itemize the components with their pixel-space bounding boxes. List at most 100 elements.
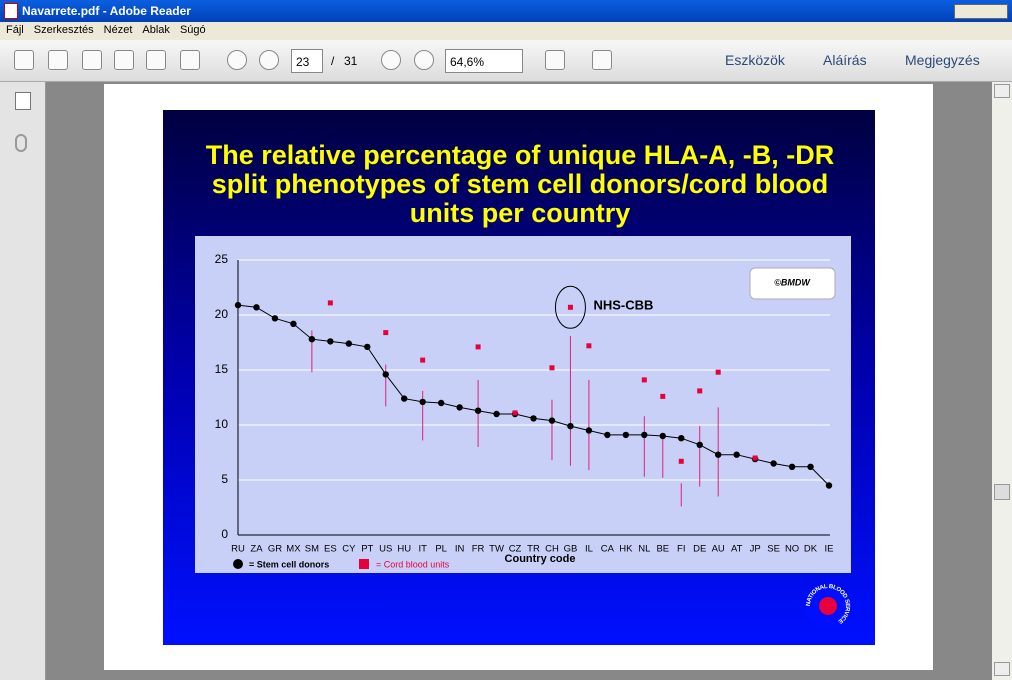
icon[interactable] — [14, 50, 34, 70]
legend-marker — [359, 559, 369, 569]
zoom-in[interactable] — [414, 50, 434, 70]
menu-item[interactable]: Fájl — [6, 24, 24, 36]
chart-area — [195, 236, 851, 573]
donor-point — [825, 482, 833, 489]
icon[interactable] — [592, 50, 612, 70]
donor-point — [456, 404, 463, 411]
cord-point — [752, 455, 758, 461]
scroll-down[interactable] — [994, 662, 1010, 676]
next-page[interactable] — [259, 50, 279, 70]
cord-point — [660, 393, 666, 399]
cord-point — [567, 304, 573, 310]
scroll-thumb[interactable] — [994, 484, 1010, 500]
zoom-input[interactable]: 64,6% — [445, 49, 523, 73]
donor-point — [345, 340, 353, 347]
x-tick-label: ES — [324, 544, 337, 555]
donor-point — [234, 301, 242, 309]
x-tick-label: DK — [804, 544, 818, 555]
icon[interactable] — [545, 50, 565, 70]
watermark: ©BMDW — [774, 277, 811, 287]
tool-button[interactable]: Eszközök — [725, 52, 785, 68]
cord-point — [586, 343, 592, 349]
donor-point — [308, 336, 316, 343]
icon[interactable] — [114, 50, 134, 70]
icon[interactable] — [48, 50, 68, 70]
x-tick-label: CY — [342, 544, 356, 555]
tool-button[interactable]: Aláírás — [823, 52, 867, 68]
x-tick-label: GB — [564, 544, 578, 555]
x-tick-label: IL — [585, 544, 593, 555]
tool-button[interactable]: Megjegyzés — [905, 52, 980, 68]
legend-label: = Cord blood units — [376, 559, 450, 569]
x-tick-label: CH — [545, 544, 559, 555]
page-input[interactable]: 23 — [291, 49, 323, 73]
donor-point — [419, 398, 426, 406]
attach-icon[interactable] — [15, 134, 27, 152]
donor-point — [641, 431, 648, 439]
y-tick-label: 25 — [215, 252, 229, 266]
menu-item[interactable]: Szerkesztés — [33, 24, 94, 36]
donor-point — [548, 417, 556, 424]
x-tick-label: CA — [601, 544, 615, 555]
highlight-circle — [554, 285, 586, 329]
menu-item[interactable]: Nézet — [103, 24, 133, 36]
window-controls[interactable] — [954, 4, 1008, 19]
donor-point — [253, 304, 260, 311]
x-tick-label: BE — [656, 544, 669, 555]
x-tick-label: PT — [361, 544, 373, 555]
x-tick-label: IT — [418, 544, 427, 555]
chart-title: The relative percentage of unique HLA-A,… — [205, 140, 835, 228]
menu-bar: Fájl Szerkesztés Nézet Ablak Súgó — [0, 22, 1012, 40]
donor-point — [401, 395, 408, 402]
prev-page[interactable] — [227, 50, 247, 70]
x-tick-label: PL — [435, 544, 447, 555]
scrollbar[interactable] — [992, 82, 1012, 680]
menu-item[interactable]: Súgó — [179, 24, 206, 36]
donor-point — [474, 407, 482, 414]
zoom-out[interactable] — [381, 50, 401, 70]
x-tick-label: FI — [677, 544, 685, 555]
window-title: Navarrete.pdf - Adobe Reader — [0, 0, 1012, 22]
x-tick-label: FR — [472, 544, 485, 555]
donor-point — [807, 463, 814, 470]
x-tick-label: NL — [638, 544, 650, 555]
x-tick-label: SE — [767, 544, 780, 555]
menu-item[interactable]: Ablak — [142, 24, 170, 36]
icon[interactable] — [82, 50, 102, 70]
y-tick-label: 10 — [215, 417, 229, 431]
scroll-up[interactable] — [994, 84, 1010, 98]
x-tick-label: AT — [731, 544, 743, 555]
donor-point — [585, 427, 593, 434]
page-separator: / — [331, 54, 335, 68]
donor-point — [530, 415, 537, 422]
donor-point — [604, 431, 611, 439]
x-tick-label: MX — [286, 544, 301, 555]
x-tick-label: US — [379, 544, 392, 555]
watermark-box — [749, 267, 836, 300]
donor-point — [567, 422, 574, 430]
page-count: 31 — [344, 54, 358, 68]
donor-point — [364, 343, 371, 351]
x-tick-label: IE — [825, 544, 834, 555]
app-icon — [4, 3, 18, 19]
cord-point — [641, 377, 647, 383]
icon[interactable] — [146, 50, 166, 70]
y-tick-label: 0 — [221, 527, 228, 541]
y-tick-label: 15 — [215, 362, 229, 376]
donor-point — [437, 399, 445, 407]
x-tick-label: CZ — [509, 544, 522, 555]
x-tick-label: AU — [712, 544, 725, 555]
donor-line — [237, 304, 830, 486]
side-panel — [0, 82, 46, 680]
donor-point — [493, 410, 500, 418]
x-tick-label: JP — [750, 544, 761, 555]
donor-point — [733, 451, 740, 458]
x-axis-label: Country code — [505, 553, 576, 565]
icon[interactable] — [180, 50, 200, 70]
pages-icon[interactable] — [15, 92, 31, 110]
x-tick-label: IN — [455, 544, 465, 555]
legend-label: = Stem cell donors — [249, 559, 329, 569]
donor-point — [696, 441, 703, 448]
